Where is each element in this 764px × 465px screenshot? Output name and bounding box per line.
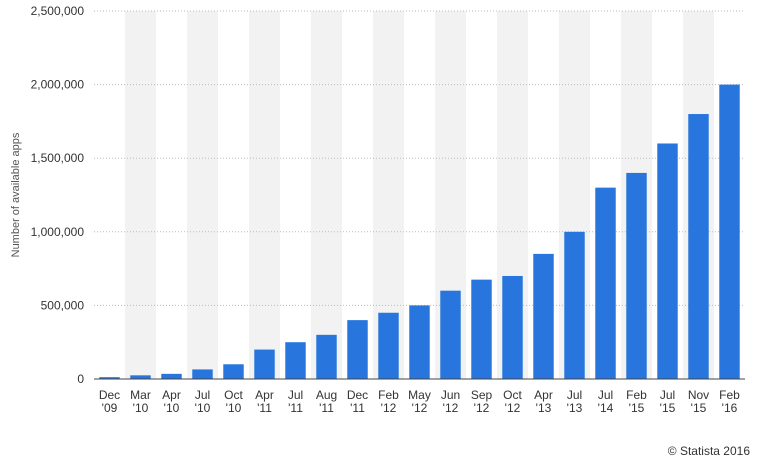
- y-tick-label: 2,500,000: [31, 4, 85, 18]
- bar: [130, 375, 151, 379]
- bar: [471, 279, 492, 379]
- x-tick-label: Jul '14: [598, 388, 614, 415]
- y-tick-label: 2,000,000: [31, 78, 85, 92]
- x-tick-label: Jul '13: [567, 388, 583, 415]
- x-tick-label: May '12: [408, 388, 431, 415]
- bar: [657, 143, 678, 379]
- x-tick-label: Jul '10: [195, 388, 211, 415]
- x-tick-label: Jun '12: [441, 388, 460, 415]
- bar: [254, 349, 275, 379]
- x-axis-ticks: Dec '09 Mar '10 Apr '10 Jul '10 Oct '10 Apr '11 Jul '…: [99, 388, 740, 415]
- x-tick-label: Oct '12: [503, 388, 522, 415]
- bar: [626, 172, 647, 379]
- bar: [719, 84, 740, 379]
- x-tick-label: Feb '15: [626, 388, 647, 415]
- bar: [564, 231, 585, 379]
- bar: [223, 364, 244, 379]
- y-axis-ticks: 0 500,000 1,000,000 1,500,000 2,000,000 2,500…: [31, 4, 85, 386]
- x-tick-label: Sep '12: [471, 388, 493, 415]
- bar: [502, 275, 523, 379]
- bar: [409, 305, 430, 379]
- background-band: [187, 11, 218, 379]
- y-tick-label: 1,500,000: [31, 151, 85, 165]
- bar: [595, 187, 616, 379]
- y-tick-label: 0: [77, 372, 84, 386]
- gridlines: [94, 10, 745, 306]
- bars: [99, 84, 740, 379]
- x-tick-label: Jul '15: [660, 388, 676, 415]
- background-band: [125, 11, 156, 379]
- bar: [440, 290, 461, 379]
- x-tick-label: Aug '11: [316, 388, 337, 415]
- bar: [161, 373, 182, 379]
- source-credit: © Statista 2016: [667, 444, 750, 458]
- bar: [192, 369, 213, 379]
- bar: [378, 312, 399, 379]
- bar: [347, 320, 368, 379]
- x-tick-label: Mar '10: [130, 388, 151, 415]
- y-tick-label: 500,000: [41, 298, 85, 312]
- background-band: [311, 11, 342, 379]
- x-tick-label: Nov '15: [688, 388, 709, 415]
- x-tick-label: Dec '09: [99, 388, 120, 415]
- x-tick-label: Jul '11: [288, 388, 303, 415]
- x-tick-label: Oct '10: [224, 388, 243, 415]
- bar: [688, 114, 709, 379]
- y-axis-title: Number of available apps: [10, 132, 22, 257]
- background-band: [249, 11, 280, 379]
- bar: [285, 342, 306, 379]
- x-tick-label: Apr '10: [162, 388, 181, 415]
- x-tick-label: Apr '13: [534, 388, 553, 415]
- x-tick-label: Feb '12: [378, 388, 399, 415]
- y-tick-label: 1,000,000: [31, 225, 85, 239]
- x-tick-label: Apr '11: [255, 388, 274, 415]
- x-tick-label: Feb '16: [719, 388, 740, 415]
- bar: [99, 377, 120, 379]
- bar: [316, 334, 337, 379]
- bar: [533, 253, 554, 379]
- x-tick-label: Dec '11: [347, 388, 368, 415]
